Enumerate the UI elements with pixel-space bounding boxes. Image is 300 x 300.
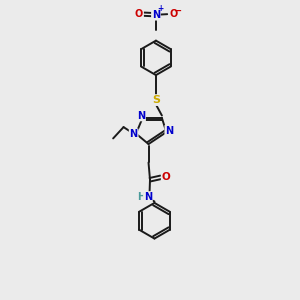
Text: N: N — [165, 126, 173, 136]
Text: O: O — [135, 9, 143, 19]
Text: H: H — [138, 192, 146, 202]
Text: N: N — [137, 110, 145, 121]
Text: O: O — [169, 9, 177, 19]
Text: N: N — [144, 192, 152, 202]
Text: N: N — [152, 10, 160, 20]
Text: N: N — [130, 129, 138, 139]
Text: S: S — [152, 95, 160, 105]
Text: +: + — [157, 4, 164, 13]
Text: O: O — [162, 172, 170, 182]
Text: −: − — [175, 6, 183, 16]
